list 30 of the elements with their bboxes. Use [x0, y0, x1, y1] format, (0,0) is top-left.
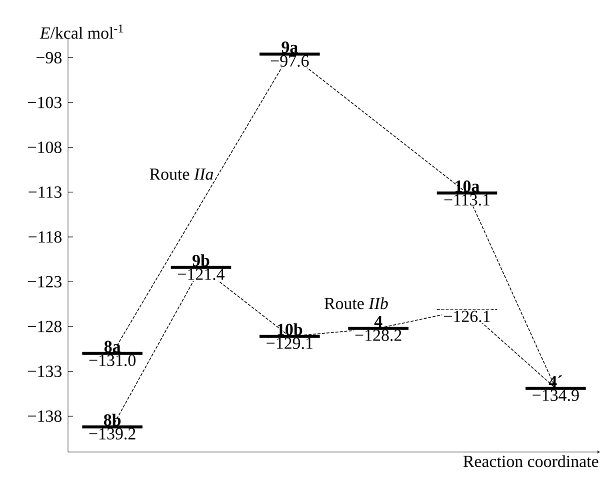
y-tick-label: −113: [28, 186, 62, 198]
data-label: −121.4: [178, 268, 225, 280]
data-label: −131.0: [89, 354, 136, 366]
data-label: −113.1: [444, 194, 490, 206]
data-label: −129.1: [266, 338, 312, 350]
annotation: 8b: [104, 414, 121, 426]
y-tick-label: −138: [28, 410, 62, 422]
y-axis-title: E/kcal mol$^{-1}$: [40, 24, 123, 39]
data-label: −97.6: [270, 55, 309, 67]
x-axis-title: Reaction coordinate: [463, 455, 598, 468]
y-tick-label: −108: [28, 142, 62, 154]
series-label: Route IIa: [150, 168, 214, 180]
annotation: 10a: [456, 180, 480, 192]
annotation: 10b: [278, 323, 302, 336]
annotation: 4´: [548, 375, 562, 388]
data-label: −134.9: [532, 390, 579, 402]
y-tick-label: −118: [28, 231, 62, 243]
annotation: 9a: [282, 42, 298, 53]
annotation: 4: [374, 316, 382, 328]
data-label: −128.2: [355, 330, 402, 342]
y-tick-label: −103: [28, 96, 62, 108]
y-tick-label: −98: [36, 52, 62, 64]
series-label: Route IIb: [324, 297, 388, 310]
y-tick-label: −123: [28, 276, 62, 288]
y-tick-label: −128: [28, 320, 62, 332]
annotation: 8a: [104, 340, 121, 352]
y-tick-label: −133: [28, 366, 62, 378]
data-label: −126.1: [444, 310, 490, 322]
annotation: 9b: [192, 254, 210, 266]
data-label: −139.2: [89, 428, 136, 440]
